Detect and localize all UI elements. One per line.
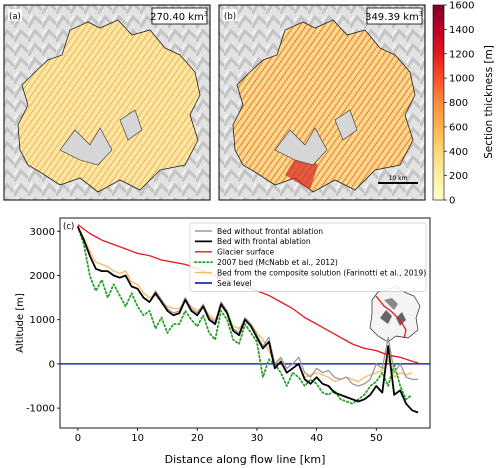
profile-chart: (c) 0 10 20 30 40 50 -1000 0 1000 2000 3000 Bed wi… (15, 217, 431, 466)
x-tick-label: 10 (131, 433, 144, 444)
axis-ticks: 0 10 20 30 40 50 -1000 0 1000 2000 3000 (26, 227, 383, 444)
x-axis-label: Distance along flow line [km] (165, 453, 326, 466)
volume-label-b: 349.39 km3 (365, 10, 423, 23)
flowline-trace (375, 295, 407, 339)
colorbar-tick-label: 200 (449, 171, 468, 182)
series-line-3 (77, 225, 413, 405)
x-tick-label: 50 (370, 433, 383, 444)
y-axis-label: Altitude [m] (15, 293, 26, 353)
y-tick-label: 0 (49, 359, 55, 370)
colorbar-tick-label: 800 (449, 98, 468, 109)
y-tick-label: 3000 (30, 227, 55, 238)
y-tick-label: 1000 (30, 315, 55, 326)
panel-label-b: (b) (224, 12, 236, 22)
series-line-1 (77, 226, 419, 414)
legend-box (189, 222, 427, 292)
legend-entry: Bed with frontal ablation (217, 237, 311, 246)
colorbar-tick-label: 0 (449, 196, 455, 207)
colorbar-tick-label: 600 (449, 122, 468, 133)
legend-entry: Sea level (217, 279, 252, 288)
colorbar-tick-label: 1000 (449, 74, 474, 85)
x-tick-label: 0 (75, 433, 81, 444)
panel-label-c: (c) (63, 222, 74, 232)
map-panel-a: (a) 270.40 km3 (3, 4, 211, 201)
legend-entry: Bed without frontal ablation (217, 227, 323, 236)
x-tick-label: 30 (251, 433, 264, 444)
x-tick-label: 40 (310, 433, 323, 444)
colorbar-ticks: 0 200 400 600 800 1000 1200 1400 1600 (444, 1, 474, 207)
volume-label-a: 270.40 km3 (150, 10, 208, 23)
colorbar-tick-label: 1600 (449, 1, 474, 12)
legend-entry: Bed from the composite solution (Farinot… (217, 268, 426, 277)
colorbar: 0 200 400 600 800 1000 1200 1400 1600 Section th… (432, 1, 495, 207)
scale-bar-label: 10 km (389, 175, 408, 182)
map-panel-b: (b) 349.39 km3 10 km (218, 4, 426, 201)
panel-label-a: (a) (9, 12, 21, 22)
x-tick-label: 20 (191, 433, 204, 444)
legend-entry: Glacier surface (217, 248, 275, 257)
colorbar-tick-label: 1400 (449, 25, 474, 36)
colorbar-tick-label: 400 (449, 147, 468, 158)
colorbar-tick-label: 1200 (449, 49, 474, 60)
colorbar-label: Section thickness [m] (483, 45, 495, 159)
legend-entry: 2007 bed (McNabb et al., 2012) (217, 258, 338, 267)
y-tick-label: -1000 (26, 404, 55, 415)
y-tick-label: 2000 (30, 271, 55, 282)
